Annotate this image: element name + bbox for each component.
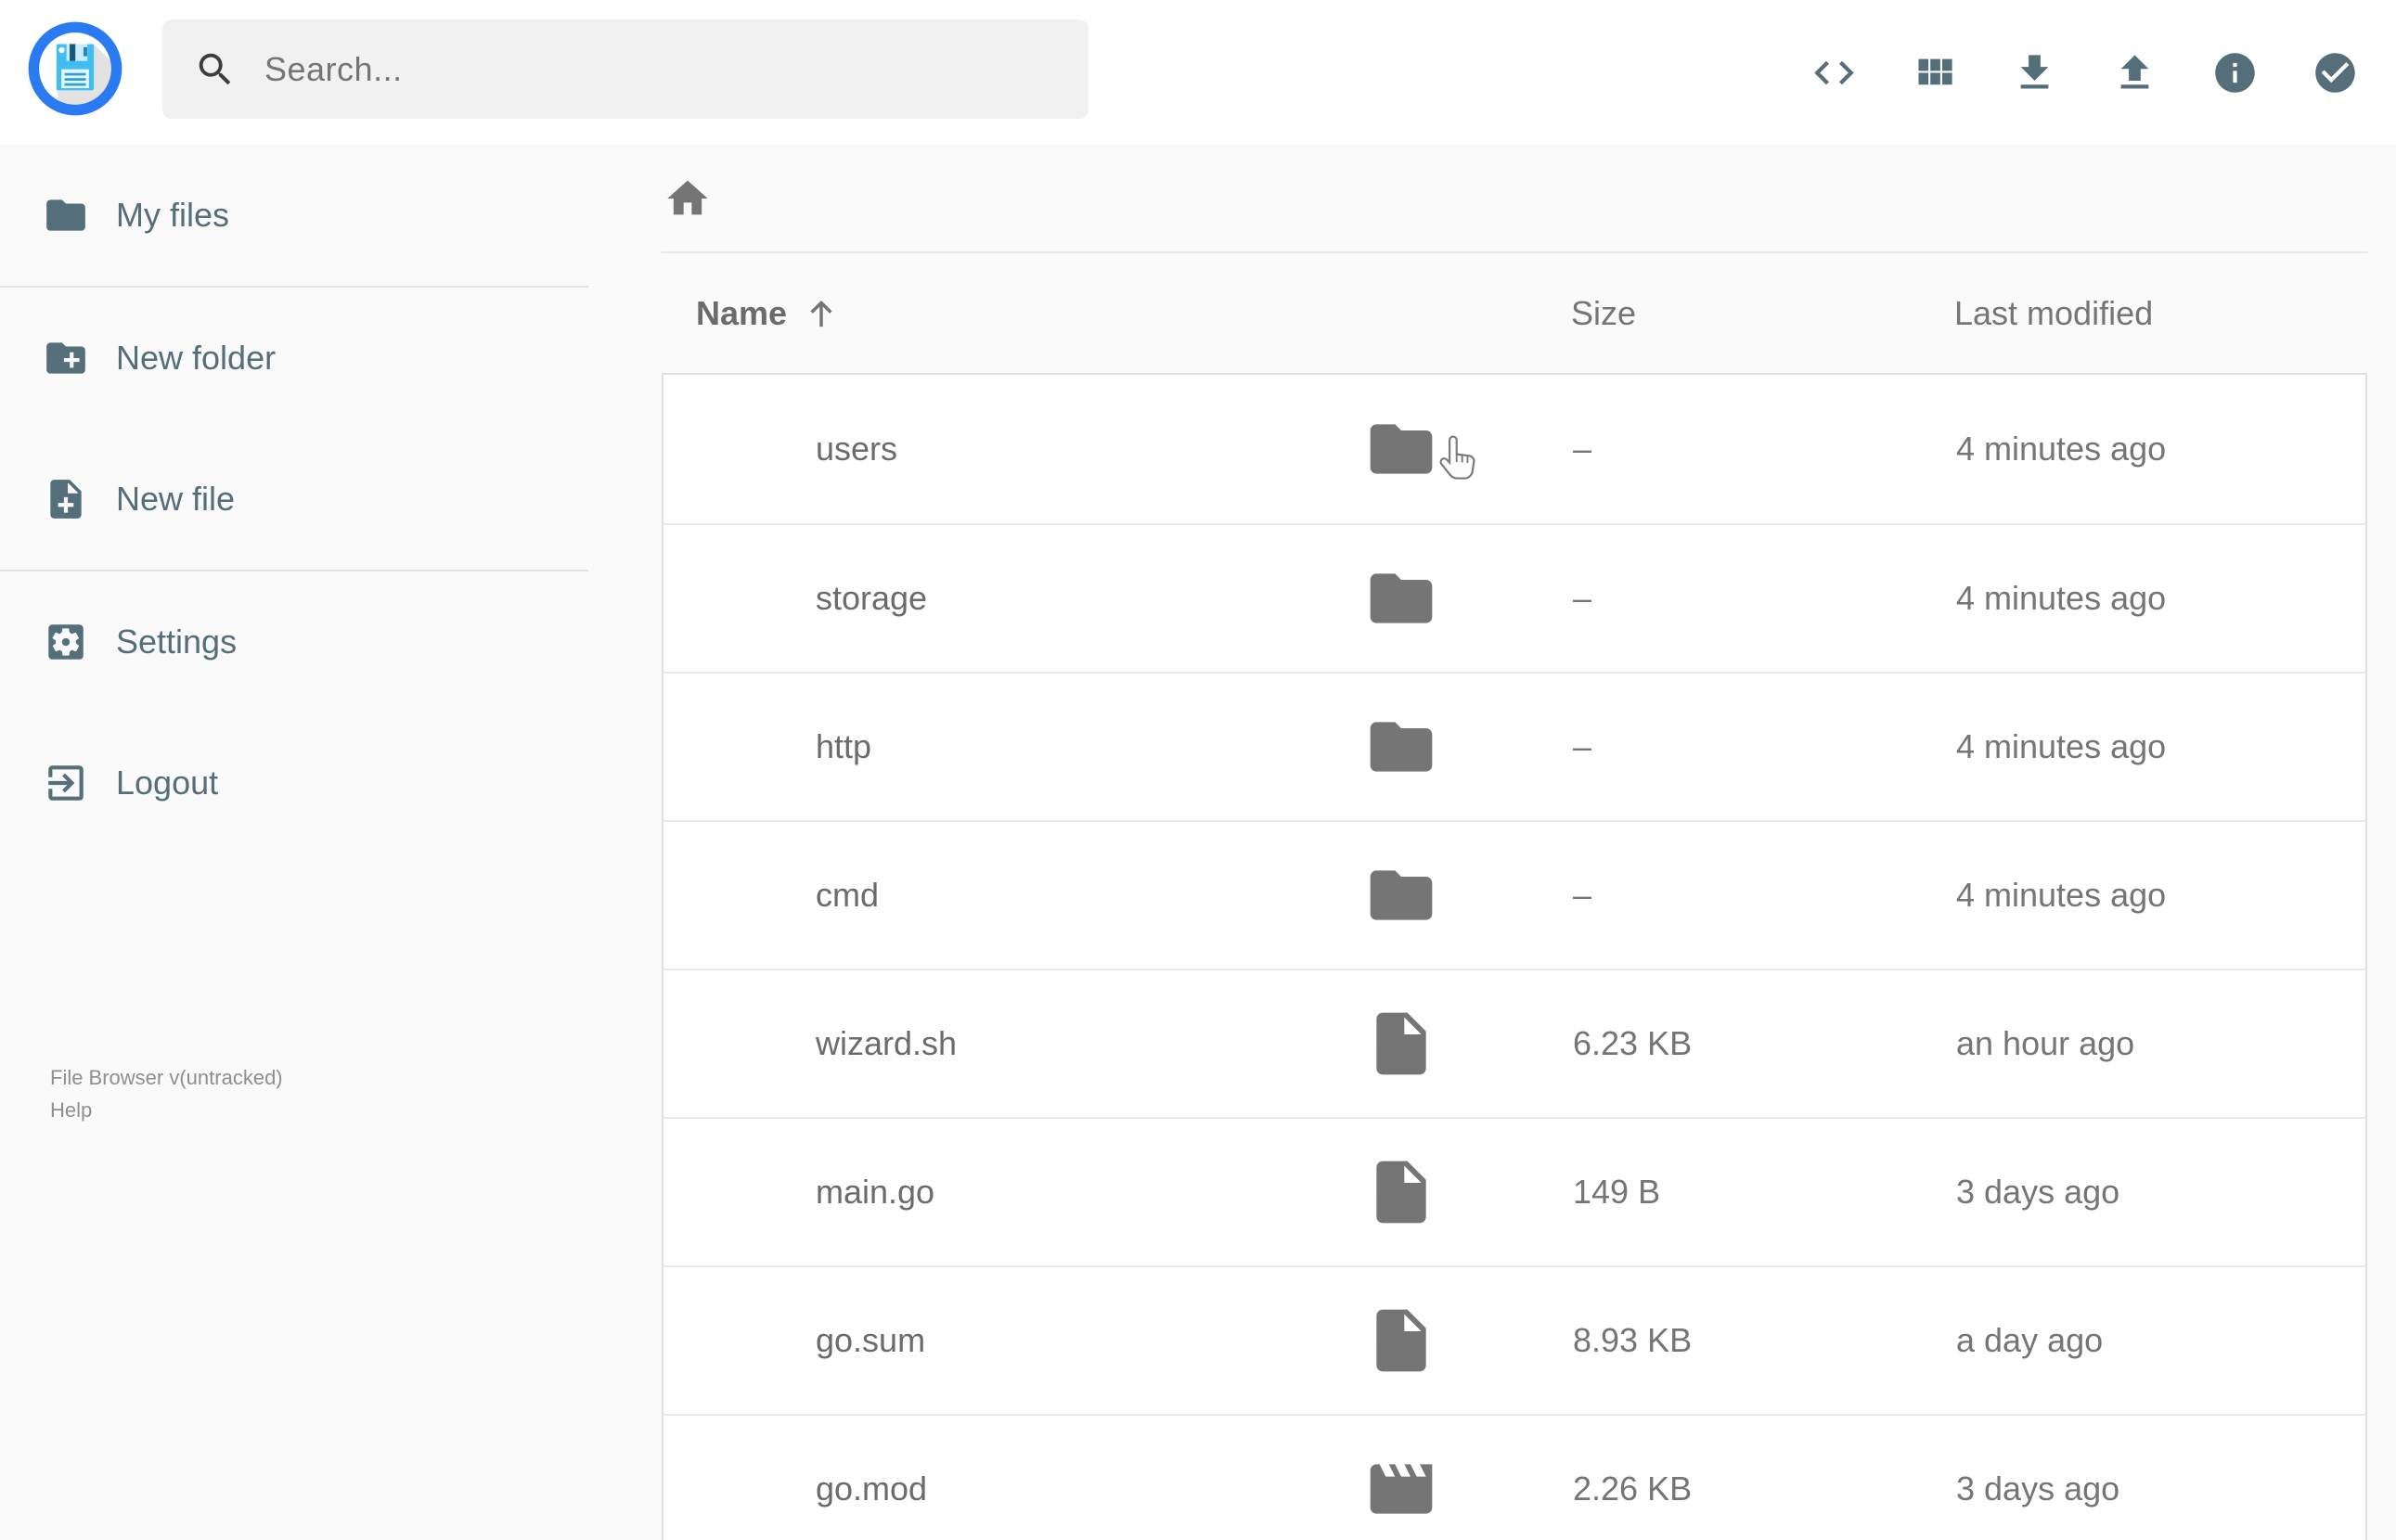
- file-name: storage: [816, 579, 928, 617]
- file-list: users – 4 minutes ago storage – 4 minute…: [662, 373, 2367, 1540]
- hand-pointer-cursor: [1439, 435, 1475, 480]
- file-modified: 3 days ago: [1956, 1173, 2120, 1211]
- sidebar-item-new-file[interactable]: New file: [0, 429, 588, 570]
- file-name: go.sum: [816, 1321, 926, 1359]
- sidebar-item-logout[interactable]: Logout: [0, 712, 588, 853]
- search-icon: [199, 53, 231, 84]
- settings-icon: [48, 624, 84, 660]
- column-header-name[interactable]: Name: [696, 294, 840, 333]
- filebrowser-logo-icon[interactable]: [28, 21, 122, 116]
- folder-icon: [1370, 722, 1433, 772]
- file-size: –: [1573, 430, 1592, 468]
- home-icon[interactable]: [663, 174, 712, 223]
- table-header: Name Size Last modified: [662, 253, 2367, 373]
- file-size: 6.23 KB: [1573, 1024, 1693, 1062]
- folder-icon: [46, 199, 85, 231]
- file-size: –: [1573, 876, 1592, 914]
- file-name: main.go: [816, 1173, 935, 1211]
- code-icon[interactable]: [1810, 49, 1858, 96]
- column-header-last-modified[interactable]: Last modified: [1954, 293, 2154, 332]
- file-size: 8.93 KB: [1573, 1321, 1693, 1359]
- file-size: –: [1573, 727, 1592, 765]
- file-name: http: [816, 727, 872, 765]
- movie-icon: [1370, 1464, 1433, 1514]
- file-size: 149 B: [1573, 1173, 1661, 1211]
- upload-icon[interactable]: [2111, 49, 2158, 96]
- file-row-cmd[interactable]: cmd – 4 minutes ago: [663, 820, 2365, 969]
- file-row-wizard-sh[interactable]: wizard.sh 6.23 KB an hour ago: [663, 969, 2365, 1117]
- file-size: –: [1573, 579, 1592, 617]
- app-version-text: File Browser v(untracked): [50, 1066, 283, 1089]
- file-modified: 4 minutes ago: [1956, 579, 2167, 617]
- folder-icon: [1370, 424, 1433, 474]
- file-modified: 3 days ago: [1956, 1469, 2120, 1508]
- folder-icon: [1370, 870, 1433, 920]
- sidebar-item-label: My files: [116, 196, 230, 234]
- file-row-users[interactable]: users – 4 minutes ago: [663, 375, 2365, 523]
- search-placeholder: Search...: [264, 49, 403, 88]
- sidebar-item-label: Settings: [116, 622, 238, 661]
- sidebar-divider: [0, 286, 588, 288]
- file-name: go.mod: [816, 1469, 928, 1508]
- arrow-up-icon: [810, 300, 832, 327]
- file-row-http[interactable]: http – 4 minutes ago: [663, 672, 2365, 820]
- file-icon: [1376, 1012, 1426, 1075]
- sidebar-item-new-folder[interactable]: New folder: [0, 288, 588, 429]
- folder-icon: [1370, 573, 1433, 623]
- search-input[interactable]: Search...: [162, 19, 1089, 119]
- file-modified: 4 minutes ago: [1956, 727, 2167, 765]
- file-modified: 4 minutes ago: [1956, 430, 2167, 468]
- file-listing: Name Size Last modified users – 4 minute…: [662, 145, 2367, 1540]
- file-row-go-mod[interactable]: go.mod 2.26 KB 3 days ago: [663, 1414, 2365, 1540]
- sidebar-item-label: New file: [116, 480, 236, 518]
- help-link[interactable]: Help: [50, 1098, 93, 1122]
- toolbar-actions: [1810, 0, 2359, 145]
- sidebar-divider: [0, 570, 588, 571]
- sidebar-footer: File Browser v(untracked) Help: [50, 1061, 283, 1126]
- file-size: 2.26 KB: [1573, 1469, 1693, 1508]
- file-row-storage[interactable]: storage – 4 minutes ago: [663, 523, 2365, 672]
- file-modified: an hour ago: [1956, 1024, 2135, 1062]
- grid-view-icon[interactable]: [1911, 49, 1958, 96]
- sidebar-item-my-files[interactable]: My files: [0, 145, 588, 286]
- info-icon[interactable]: [2211, 49, 2259, 96]
- sidebar-item-label: Logout: [116, 764, 219, 802]
- column-header-size[interactable]: Size: [1571, 293, 1637, 332]
- file-name: users: [816, 430, 898, 468]
- logout-icon: [48, 765, 84, 801]
- check-circle-icon[interactable]: [2312, 49, 2359, 96]
- breadcrumb: [662, 145, 2367, 253]
- sidebar: My files New folder New file Settings: [0, 145, 588, 1122]
- download-icon[interactable]: [2011, 49, 2058, 96]
- new-file-icon: [50, 480, 82, 519]
- file-icon: [1376, 1161, 1426, 1224]
- file-icon: [1376, 1309, 1426, 1372]
- file-row-go-sum[interactable]: go.sum 8.93 KB a day ago: [663, 1265, 2365, 1414]
- file-modified: 4 minutes ago: [1956, 876, 2167, 914]
- file-name: cmd: [816, 876, 880, 914]
- top-bar: Search...: [0, 0, 2396, 145]
- file-name: wizard.sh: [816, 1024, 958, 1062]
- file-modified: a day ago: [1956, 1321, 2104, 1359]
- new-folder-icon: [46, 342, 85, 374]
- file-row-main-go[interactable]: main.go 149 B 3 days ago: [663, 1117, 2365, 1265]
- sidebar-item-label: New folder: [116, 339, 277, 377]
- sidebar-item-settings[interactable]: Settings: [0, 571, 588, 712]
